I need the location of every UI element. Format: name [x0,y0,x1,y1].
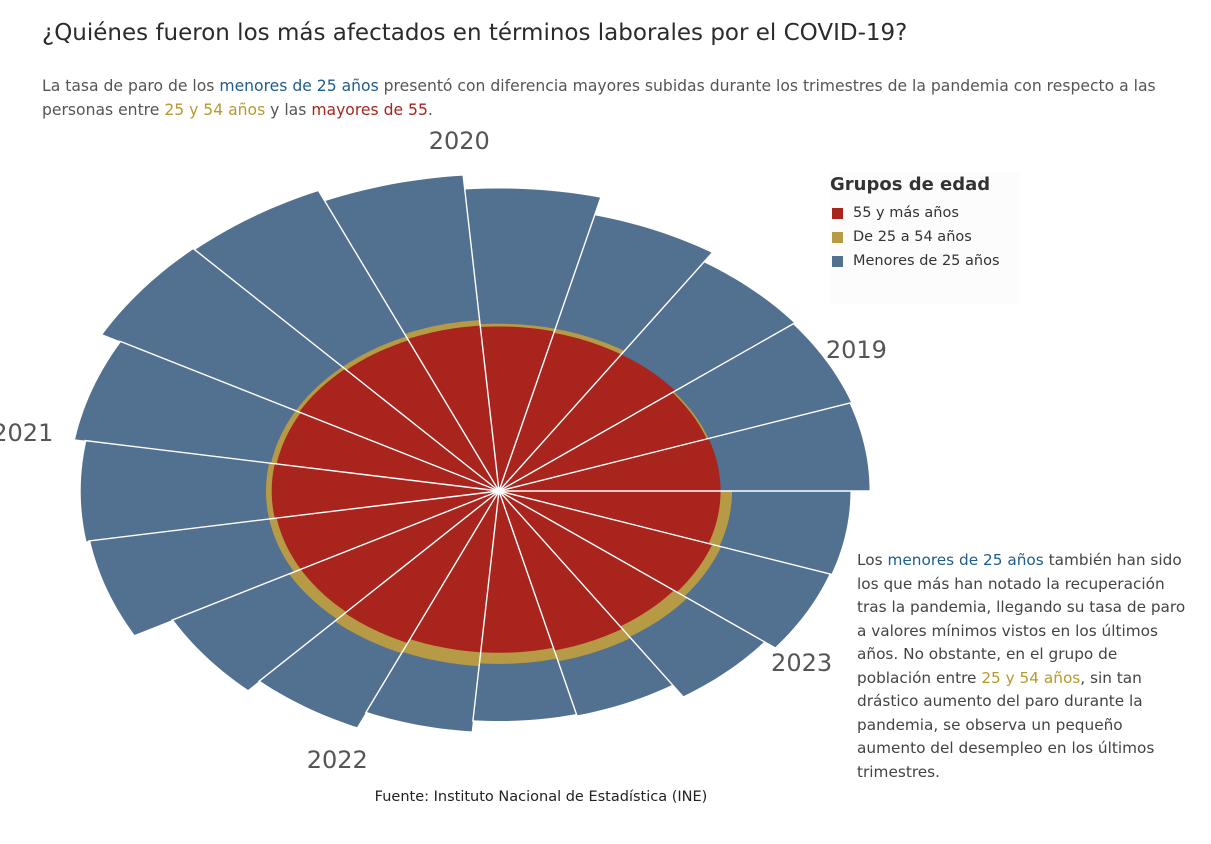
note-text: también han sido los que más han notado … [857,551,1186,687]
chart-spokes [84,174,872,722]
segment-55-y-mas-anos-2021-9[interactable] [271,463,499,519]
chart-title: ¿Quiénes fueron los más afectados en tér… [42,20,908,46]
spoke-line [498,251,714,492]
segment-55-y-mas-anos-2020-6[interactable] [346,340,499,491]
segment-55-y-mas-anos-2022-14[interactable] [480,491,554,653]
spoke-line [498,196,602,492]
segment-55-y-mas-anos-2022-12[interactable] [345,491,499,643]
spoke-line [498,490,834,576]
spoke-line [472,490,500,722]
legend-item-25-54[interactable]: De 25 a 54 años [830,225,1020,249]
spoke-line [498,401,854,492]
year-label-2023: 2023 [771,649,832,677]
subtitle-highlight-25-54: 25 y 54 años [164,101,266,119]
subtitle-highlight-under-25: menores de 25 años [219,77,379,95]
segment-55-y-mas-anos-2021-8[interactable] [276,412,499,491]
subtitle-text: La tasa de paro de los [42,77,220,95]
segment-55-y-mas-anos-2019-1[interactable] [499,392,707,491]
segment-55-y-mas-anos-2020-4[interactable] [480,326,555,491]
note-text: , sin tan drástico aumento del paro dura… [857,668,1155,781]
legend-label: 55 y más años [853,205,959,221]
legend-swatch [832,207,843,219]
legend-item-under-25[interactable]: Menores de 25 años [830,249,1020,273]
source-note: Fuente: Instituto Nacional de Estadístic… [374,789,708,805]
legend-label: Menores de 25 años [853,253,1000,269]
legend-swatch [832,231,843,243]
subtitle-text: presentó con diferencia mayores subidas … [42,77,1156,119]
note-highlight-under-25: menores de 25 años [887,551,1044,569]
spoke-line [84,439,500,492]
segment-55-y-mas-anos-2020-5[interactable] [407,325,499,491]
spoke-line [171,490,500,622]
spoke-line [119,340,500,492]
spoke-line [364,490,500,714]
spoke-line [498,321,797,492]
note-highlight-25-54: 25 y 54 años [981,668,1081,687]
note-text: Los [857,551,888,569]
spoke-line [498,490,777,650]
segment-55-y-mas-anos-2021-7[interactable] [299,368,499,491]
spoke-line [88,490,500,542]
annotation-note: Los menores de 25 años también han sido … [857,549,1187,784]
legend-label: De 25 a 54 años [853,229,972,245]
segment-55-y-mas-anos-2022-13[interactable] [410,491,499,653]
year-label-2020: 2020 [429,127,490,155]
spoke-line [257,490,500,683]
year-label-2022: 2022 [307,746,368,774]
segment-55-y-mas-anos-2020-3[interactable] [499,332,622,491]
segment-55-y-mas-anos-2019-0[interactable] [499,438,721,491]
year-label-2019: 2019 [826,336,887,364]
chart-year-labels: 2019 2020 2021 2022 2023 [0,127,887,774]
segment-55-y-mas-anos-2019-2[interactable] [499,354,676,491]
spoke-line [191,247,500,492]
subtitle-highlight-over-55: mayores de 55 [311,101,428,119]
segment-55-y-mas-anos-2021-10[interactable] [276,491,499,570]
legend-swatch [832,255,843,267]
year-label-2021: 2021 [0,419,53,447]
spoke-line [317,189,500,492]
segment-55-y-mas-anos-2023-15[interactable] [499,491,623,651]
spoke-line [498,490,578,718]
segment-55-y-mas-anos-2023-16[interactable] [499,491,674,627]
spoke-line [462,174,500,492]
segment-55-y-mas-anos-2023-17[interactable] [499,491,713,593]
subtitle-text: y las [265,101,312,119]
legend: Grupos de edad 55 y más años De 25 a 54 … [830,172,1020,304]
segment-55-y-mas-anos-2023-18[interactable] [499,491,721,544]
legend-title: Grupos de edad [830,174,991,195]
legend-item-55-plus[interactable]: 55 y más años [830,201,1020,225]
chart-subtitle: La tasa de paro de los menores de 25 año… [42,74,1192,122]
subtitle-text: . [427,101,433,119]
spoke-line [498,490,685,699]
chart-segments [75,175,870,732]
segment-55-y-mas-anos-2022-11[interactable] [300,491,499,613]
